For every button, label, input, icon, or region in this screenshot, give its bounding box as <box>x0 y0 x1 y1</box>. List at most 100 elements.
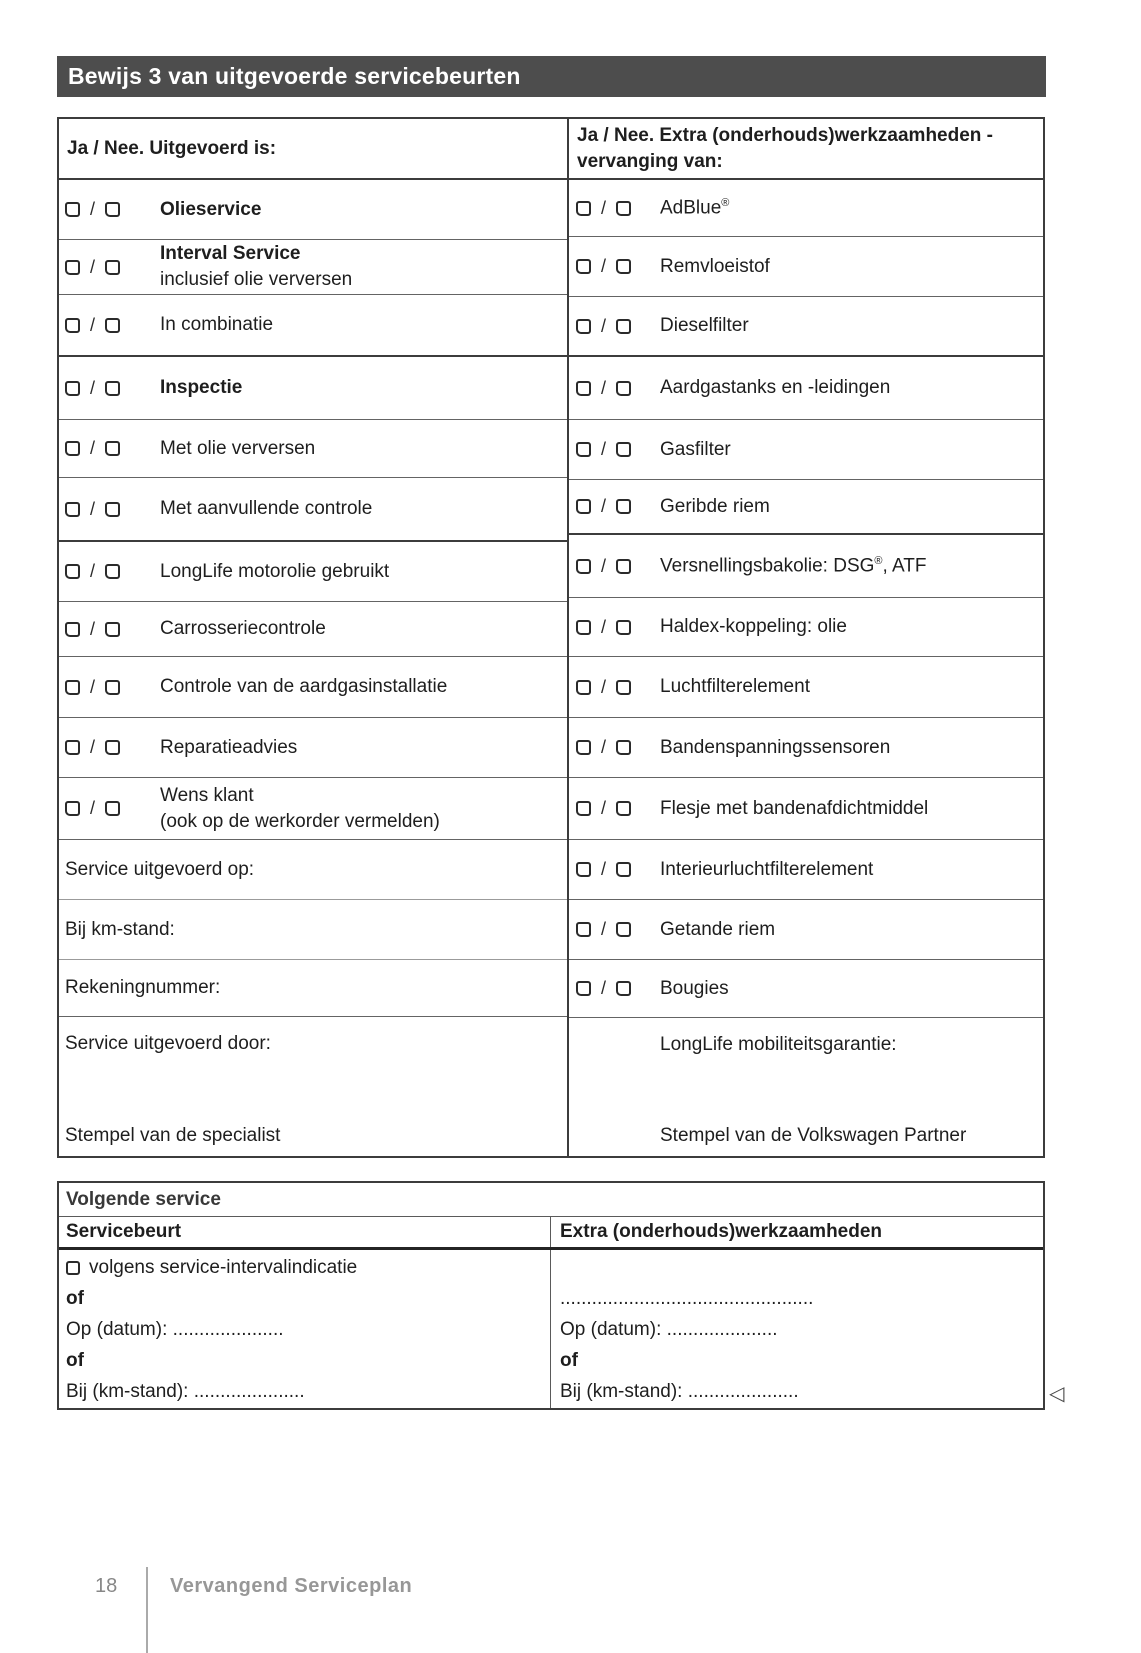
checkbox-separator: / <box>90 377 96 398</box>
checkbox-row-gasfilter: / Gasfilter <box>569 420 1043 480</box>
checkbox-ja[interactable] <box>65 564 80 579</box>
checkbox-ja[interactable] <box>576 981 591 996</box>
checkbox-ja[interactable] <box>65 441 80 456</box>
checkbox-nee[interactable] <box>616 380 632 396</box>
checkbox-nee[interactable] <box>616 740 632 755</box>
checkbox-nee[interactable] <box>105 740 121 755</box>
checkbox-nee[interactable] <box>105 801 121 816</box>
checkbox-nee[interactable] <box>616 981 632 996</box>
checkbox-separator: / <box>90 498 96 519</box>
checkbox-ja[interactable] <box>576 679 591 695</box>
checkbox-ja[interactable] <box>65 801 80 816</box>
checkbox-ja[interactable] <box>576 619 591 635</box>
checkbox-nee[interactable] <box>105 317 121 333</box>
interval-indicatie-label: volgens service-intervalindicatie <box>89 1256 358 1278</box>
checkbox-ja[interactable] <box>576 862 591 877</box>
next-service-left-header: Servicebeurt <box>59 1217 551 1247</box>
stamp-cell-volkswagen-partner: LongLife mobiliteitsgarantie: Stempel va… <box>569 1018 1043 1156</box>
checkbox-separator: / <box>601 919 607 939</box>
page-turn-triangle-icon: ◁ <box>1049 1381 1065 1405</box>
checkbox-ja[interactable] <box>65 202 80 217</box>
checkbox-separator: / <box>90 438 96 458</box>
row-label: Dieselfilter <box>660 315 749 336</box>
checkbox-ja[interactable] <box>576 200 591 216</box>
checkbox-separator: / <box>601 555 607 576</box>
checkbox-nee[interactable] <box>616 442 632 457</box>
checkbox-row-aardgasinstallatie: / Controle van de aardgasinstallatie <box>59 657 567 718</box>
checkbox-ja[interactable] <box>576 380 591 396</box>
empty-line <box>560 1252 1043 1283</box>
next-service-right-cell: ........................................… <box>551 1250 1043 1408</box>
checkbox-ja[interactable] <box>65 380 80 396</box>
km-fill-in: Bij (km-stand): ..................... <box>66 1380 305 1402</box>
checkbox-row-met-olie-verversen: / Met olie verversen <box>59 420 567 478</box>
checkbox-separator: / <box>90 737 96 757</box>
row-label: Interval Service <box>160 243 301 264</box>
checkbox-ja[interactable] <box>65 259 80 275</box>
checkbox-row-olieservice: / Olieservice <box>59 180 567 240</box>
checkbox-row-interieurluchtfilterelement: / Interieurluchtfilterelement <box>569 840 1043 900</box>
checkbox-nee[interactable] <box>616 922 632 937</box>
next-service-body: volgens service-intervalindicatie of Op … <box>59 1250 1043 1408</box>
checkbox-nee[interactable] <box>616 200 632 216</box>
row-label: Luchtfilterelement <box>660 676 810 697</box>
checkbox-ja[interactable] <box>576 499 591 514</box>
checkbox-nee[interactable] <box>105 564 121 579</box>
checkbox-row-carrosseriecontrole: / Carrosseriecontrole <box>59 602 567 657</box>
page-number: 18 <box>95 1575 118 1597</box>
stamp-cell-specialist: Service uitgevoerd door: Stempel van de … <box>59 1017 567 1156</box>
checkbox-ja[interactable] <box>576 801 591 816</box>
checkbox-ja[interactable] <box>576 740 591 755</box>
checkbox-nee[interactable] <box>105 501 121 517</box>
checkbox-nee[interactable] <box>616 318 632 334</box>
checkbox-ja[interactable] <box>65 317 80 333</box>
checkbox-row-bandenafdichtmiddel: / Flesje met bandenafdichtmiddel <box>569 778 1043 840</box>
row-sublabel: inclusief olie verversen <box>160 269 353 290</box>
checkbox-ja[interactable] <box>576 259 591 274</box>
right-column-header-line2: vervanging van: <box>577 150 723 172</box>
checkbox-separator: / <box>601 798 607 818</box>
checkbox-nee[interactable] <box>105 202 121 217</box>
row-label: AdBlue® <box>660 196 730 219</box>
checkbox-row-remvloeistof: / Remvloeistof <box>569 237 1043 297</box>
checkbox-nee[interactable] <box>105 679 121 695</box>
checkbox-interval-indicatie[interactable] <box>66 1260 80 1275</box>
next-service-title: Volgende service <box>59 1183 1043 1217</box>
row-label: Met aanvullende controle <box>160 498 373 519</box>
checkbox-nee[interactable] <box>616 259 632 274</box>
checkbox-nee[interactable] <box>105 380 121 396</box>
booklet-title: Vervangend Serviceplan <box>170 1575 413 1597</box>
checkbox-nee[interactable] <box>616 619 632 635</box>
checkbox-ja[interactable] <box>576 558 591 574</box>
checkbox-ja[interactable] <box>576 922 591 937</box>
checkbox-row-getande-riem: / Getande riem <box>569 900 1043 960</box>
checkbox-nee[interactable] <box>105 259 121 275</box>
service-record-table: Ja / Nee. Uitgevoerd is: / Olieservice /… <box>57 117 1045 1158</box>
checkbox-nee[interactable] <box>105 621 121 637</box>
date-fill-in: Op (datum): ..................... <box>66 1318 284 1340</box>
checkbox-nee[interactable] <box>616 499 632 514</box>
row-label: Gasfilter <box>660 438 731 460</box>
checkbox-separator: / <box>601 859 607 879</box>
checkbox-ja[interactable] <box>65 740 80 755</box>
checkbox-nee[interactable] <box>616 679 632 695</box>
checkbox-nee[interactable] <box>105 441 121 456</box>
checkbox-nee[interactable] <box>616 801 632 816</box>
row-label: Aardgastanks en -leidingen <box>660 377 891 398</box>
checkbox-separator: / <box>90 618 96 639</box>
checkbox-nee[interactable] <box>616 558 632 574</box>
checkbox-ja[interactable] <box>576 318 591 334</box>
checkbox-row-bougies: / Bougies <box>569 960 1043 1018</box>
checkbox-ja[interactable] <box>65 501 80 517</box>
checkbox-row-inspectie: / Inspectie <box>59 357 567 420</box>
page-title: Bewijs 3 van uitgevoerde servicebeurten <box>57 56 1046 97</box>
checkbox-ja[interactable] <box>576 442 591 457</box>
checkbox-nee[interactable] <box>616 862 632 877</box>
field-rekeningnummer: Rekeningnummer: <box>59 960 567 1017</box>
checkbox-separator: / <box>90 676 96 697</box>
checkbox-ja[interactable] <box>65 621 80 637</box>
checkbox-ja[interactable] <box>65 679 80 695</box>
checkbox-separator: / <box>90 314 96 335</box>
row-sublabel: (ook op de werkorder vermelden) <box>160 810 440 832</box>
checkbox-separator: / <box>90 561 96 581</box>
